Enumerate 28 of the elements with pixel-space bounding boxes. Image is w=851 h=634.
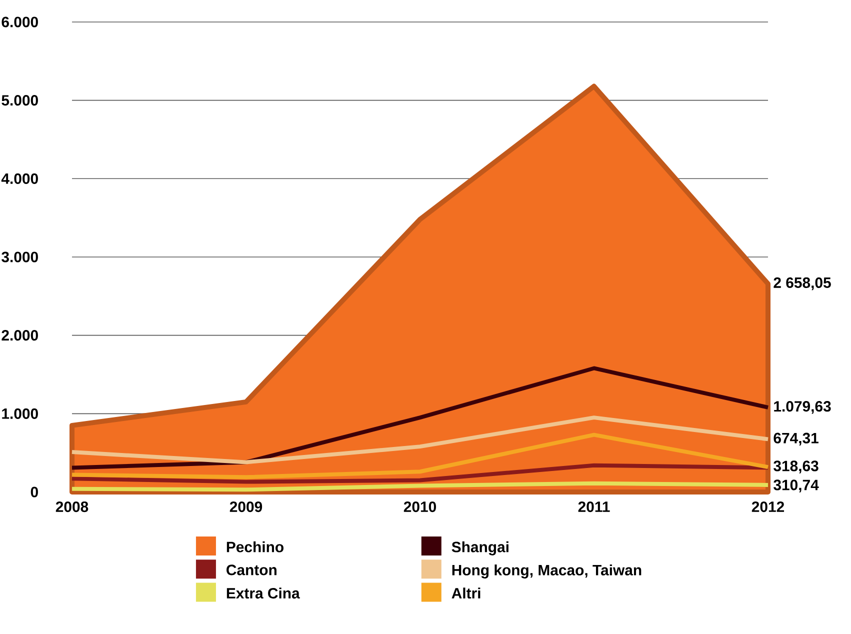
line-series: [70, 481, 770, 492]
y-tick-label: 3.000: [2, 252, 38, 262]
x-tick-label: 2009: [230, 501, 262, 512]
legend-label: Pechino: [226, 541, 284, 552]
data-label: 674,31: [774, 432, 818, 446]
y-tick-label: 4.000: [1, 173, 38, 184]
data-label: 310,74: [774, 480, 819, 492]
line-series: [70, 366, 770, 470]
legend-label: Hong kong, Macao, Taiwan: [452, 564, 642, 578]
data-label: 2 658,05: [774, 277, 831, 290]
line-series: [70, 432, 770, 480]
legend-label: Extra Cina: [226, 588, 300, 599]
y-tick-label: 1.000: [2, 408, 38, 419]
y-tick-label: 5.000: [2, 95, 38, 106]
x-tick-label: 2012: [752, 501, 784, 512]
legend-label: Shangai: [452, 541, 508, 556]
y-tick-label: 0: [30, 486, 38, 498]
y-tick-label: 2.000: [2, 330, 38, 341]
legend-label: Canton: [226, 564, 276, 576]
y-tick-label: 6.000: [2, 16, 38, 28]
x-tick-label: 2010: [404, 501, 436, 512]
line-series: [70, 416, 770, 464]
line-series: [70, 463, 770, 484]
data-label: 318,63: [774, 460, 818, 474]
x-tick-label: 2008: [56, 501, 88, 512]
data-label: 1.079,63: [774, 401, 831, 414]
legend-label: Altri: [452, 588, 480, 599]
x-tick-label: 2011: [578, 501, 610, 512]
